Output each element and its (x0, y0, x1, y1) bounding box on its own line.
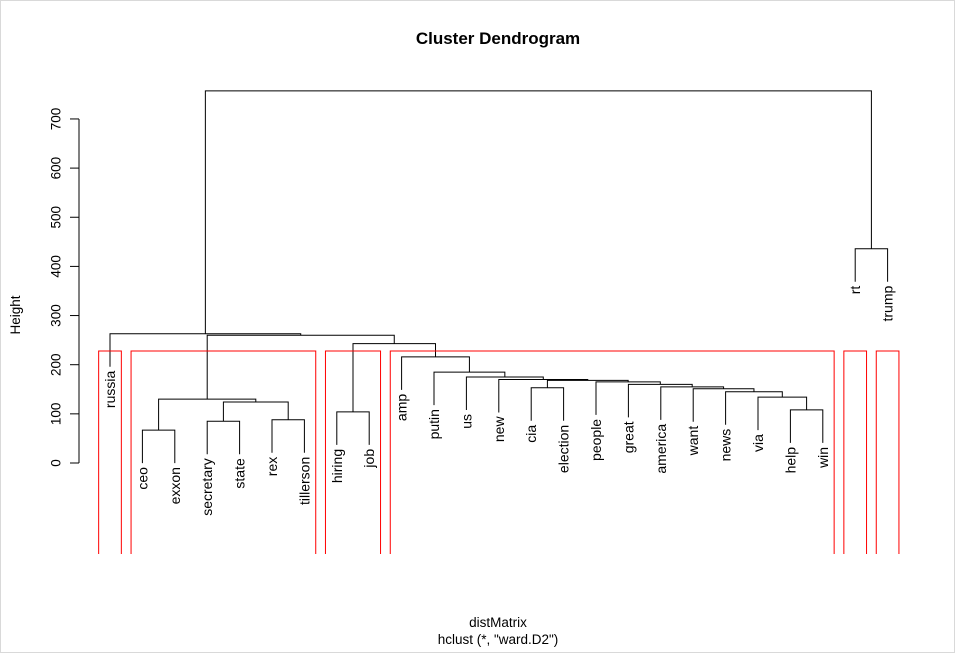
leaf-label: job (361, 449, 377, 469)
leaf-label: state (232, 458, 248, 489)
leaf-label: news (718, 429, 734, 462)
dendrogram-link (141, 429, 176, 464)
leaf-label: amp (394, 394, 410, 421)
y-axis-label: Height (8, 295, 23, 334)
dendrogram-link (627, 383, 693, 418)
dendrogram-link (401, 356, 470, 390)
leaf-label: new (491, 416, 507, 443)
dendrogram-links (109, 90, 889, 464)
dendrogram-link (204, 90, 872, 334)
dendrogram-link (692, 388, 755, 422)
leaf-label: exxon (167, 467, 183, 504)
leaf-label: ceo (134, 467, 150, 490)
cluster-rect (843, 350, 868, 554)
dendrogram-link (498, 378, 589, 413)
x-axis-label: distMatrix (469, 615, 527, 630)
leaf-label: cia (523, 425, 539, 443)
dendrogram-link (725, 391, 783, 425)
leaf-label: russia (102, 371, 118, 409)
y-tick-label: 500 (49, 206, 64, 229)
dendrogram-link (757, 396, 808, 431)
leaf-label: secretary (199, 458, 215, 516)
chart-subtitle: hclust (*, "ward.D2") (438, 632, 559, 647)
leaf-label: election (556, 425, 572, 473)
dendrogram-link (530, 387, 565, 421)
dendrogram-link (109, 333, 302, 367)
dendrogram-link (271, 419, 305, 453)
leaf-label: putin (426, 409, 442, 439)
y-axis: 0 100 200 300 400 500 600 700 (49, 108, 80, 467)
chart-title: Cluster Dendrogram (416, 29, 580, 48)
dendrogram-link (854, 248, 889, 282)
leaf-label: great (620, 421, 636, 453)
y-tick-label: 0 (49, 459, 64, 467)
dendrogram-link (660, 386, 725, 420)
y-tick-label: 400 (49, 255, 64, 278)
dendrogram-link (206, 420, 241, 455)
leaf-label: want (685, 426, 701, 457)
cluster-rect (130, 350, 317, 554)
leaf-label: rt (847, 286, 863, 295)
leaf-label: via (750, 434, 766, 452)
y-tick-label: 300 (49, 304, 64, 327)
leaf-labels: russia ceo exxon secretary state rex tillerson… (102, 286, 896, 516)
cluster-rect (324, 350, 382, 554)
dendrogram-link (206, 334, 395, 400)
dendrogram-link (336, 411, 370, 445)
dendrogram-link (465, 376, 544, 410)
leaf-label: rex (264, 457, 280, 476)
leaf-label: help (782, 447, 798, 474)
leaf-label: america (653, 424, 669, 474)
leaf-label: hiring (329, 449, 345, 483)
y-tick-label: 600 (49, 157, 64, 180)
leaf-label: people (588, 419, 604, 461)
y-tick-label: 700 (49, 108, 64, 131)
leaf-label: trump (880, 286, 896, 322)
leaf-label: us (458, 414, 474, 429)
cluster-rect (389, 350, 835, 554)
dendrogram-link (222, 401, 289, 422)
y-tick-label: 200 (49, 353, 64, 376)
leaf-label: win (815, 447, 831, 469)
dendrogram-link (789, 409, 824, 443)
leaf-label: tillerson (296, 457, 312, 505)
cluster-rect (875, 350, 900, 554)
cluster-rect (98, 350, 122, 554)
cluster-rectangles (98, 350, 900, 554)
dendrogram-link (433, 371, 506, 406)
y-tick-label: 100 (49, 403, 64, 426)
